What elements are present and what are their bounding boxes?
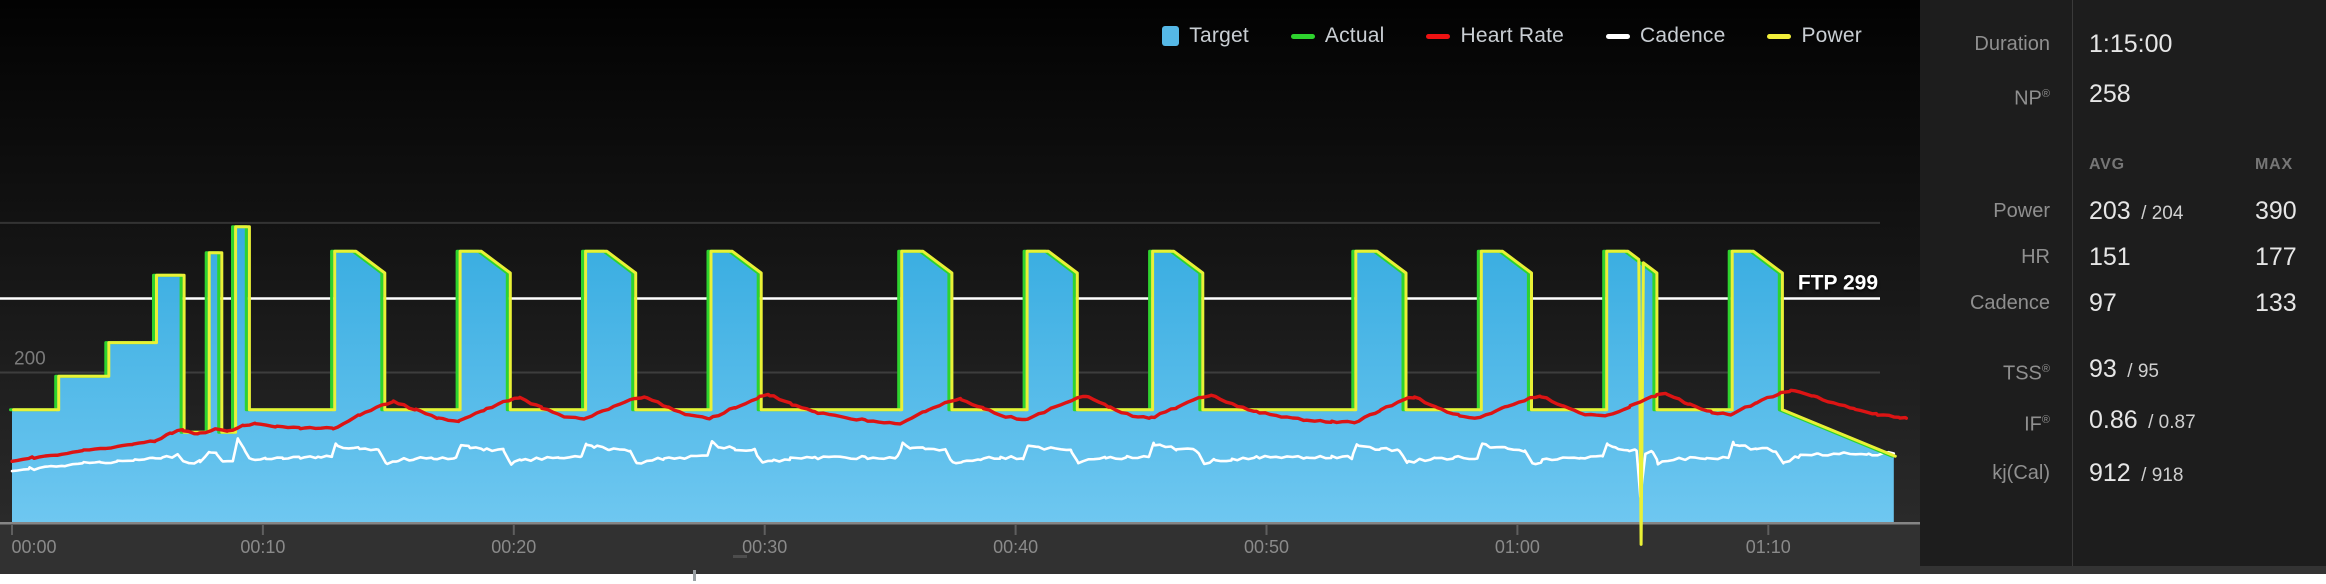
x-axis-tick-label: 00:40 — [993, 537, 1038, 557]
legend-label: Cadence — [1640, 24, 1726, 47]
stats-divider — [2072, 0, 2073, 566]
hr-avg: 151 — [2089, 243, 2131, 271]
if-value: 0.86 — [2089, 406, 2138, 434]
x-axis-tick-label: 00:20 — [491, 537, 536, 557]
stat-column-headers: AVG MAX — [1920, 151, 2326, 179]
np-value: 258 — [2089, 80, 2131, 108]
heart-rate-line-icon — [1426, 33, 1451, 39]
legend-item-heart-rate[interactable]: Heart Rate — [1426, 24, 1564, 48]
page-background-strip — [0, 574, 2326, 584]
duration-value: 1:15:00 — [2089, 30, 2173, 58]
x-axis-tick-label: 00:30 — [742, 537, 787, 557]
legend-item-actual[interactable]: Actual — [1290, 24, 1385, 48]
max-column-header: MAX — [2255, 156, 2293, 173]
x-axis-tick-label: 00:10 — [240, 537, 285, 557]
stat-power: Power 203 / 204 390 — [1920, 197, 2326, 225]
tss-target: / 95 — [2127, 361, 2159, 382]
legend-label: Actual — [1324, 24, 1385, 47]
chart-legend: Target Actual Heart Rate Cadence Power — [1162, 24, 1862, 48]
avg-column-header: AVG — [2089, 156, 2125, 173]
kj-value: 912 — [2089, 459, 2131, 487]
power-avg-target: / 204 — [2141, 203, 2184, 224]
hr-max: 177 — [2255, 243, 2297, 271]
stat-if: IF® 0.86 / 0.87 — [1920, 406, 2326, 436]
duration-label: Duration — [1974, 33, 2050, 55]
ftp-line-label: FTP 299 — [1798, 271, 1878, 294]
cadence-line-icon — [1606, 33, 1630, 39]
if-label: IF® — [2024, 413, 2050, 436]
x-axis-tick-label: 01:10 — [1746, 537, 1791, 557]
workout-chart: 200 FTP 299 00:00 00:10 00:20 00:30 00:40 00:50… — [0, 0, 1920, 584]
x-axis-tick-label: 01:00 — [1495, 537, 1540, 557]
actual-line-icon — [1290, 33, 1315, 39]
scrub-marker[interactable] — [693, 570, 696, 581]
target-swatch-icon — [1162, 26, 1180, 46]
cadence-max: 133 — [2255, 289, 2297, 317]
cadence-avg: 97 — [2089, 289, 2117, 317]
legend-label: Power — [1801, 24, 1862, 47]
kj-label: kj(Cal) — [1992, 462, 2050, 484]
power-line-icon — [1767, 33, 1792, 39]
tss-label: TSS® — [2002, 362, 2050, 385]
ride-stats-panel: Duration 1:15:00 NP® 258 AVG MAX Power 2… — [1920, 0, 2326, 566]
workout-chart-canvas: 200 FTP 299 00:00 00:10 00:20 00:30 00:40 00:50… — [0, 0, 1920, 574]
stat-hr: HR 151 177 — [1920, 243, 2326, 271]
kj-target: / 918 — [2141, 465, 2184, 486]
x-axis-tick-label: 00:00 — [11, 537, 56, 557]
panel-footer-strip — [1920, 566, 2326, 574]
stat-kj: kj(Cal) 912 / 918 — [1920, 459, 2326, 487]
legend-label: Heart Rate — [1460, 24, 1564, 47]
np-label: NP® — [2014, 87, 2050, 110]
power-avg: 203 — [2089, 197, 2131, 225]
if-target: / 0.87 — [2148, 412, 2196, 433]
x-axis-tick-label: 00:50 — [1244, 537, 1289, 557]
power-max: 390 — [2255, 197, 2297, 225]
cadence-label: Cadence — [1969, 292, 2050, 314]
legend-item-cadence[interactable]: Cadence — [1606, 24, 1725, 48]
stat-tss: TSS® 93 / 95 — [1920, 355, 2326, 385]
legend-item-target[interactable]: Target — [1162, 24, 1249, 48]
stat-duration: Duration 1:15:00 — [1920, 30, 2326, 58]
legend-label: Target — [1189, 24, 1249, 47]
hr-label: HR — [2021, 246, 2050, 268]
stat-np: NP® 258 — [1920, 80, 2326, 110]
stat-cadence: Cadence 97 133 — [1920, 289, 2326, 317]
y-axis-200-label: 200 — [14, 348, 46, 369]
tss-value: 93 — [2089, 355, 2117, 383]
power-label: Power — [1993, 200, 2050, 222]
scrollbar-fragment — [733, 555, 747, 558]
legend-item-power[interactable]: Power — [1767, 24, 1862, 48]
